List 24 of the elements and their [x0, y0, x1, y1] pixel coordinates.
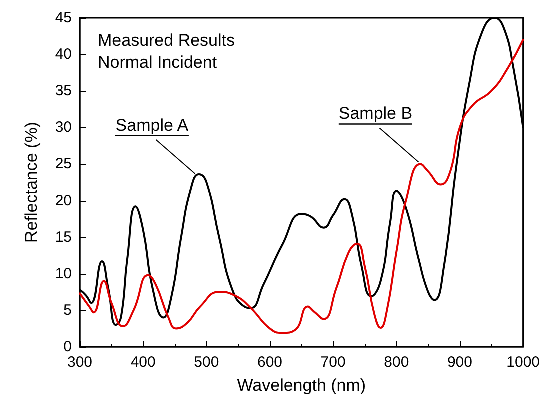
y-tick-label: 15 — [55, 228, 72, 246]
y-tick-label: 20 — [55, 192, 72, 210]
x-tick-label: 800 — [384, 354, 410, 371]
y-tick-label: 5 — [64, 302, 72, 319]
y-tick-label: 10 — [55, 265, 72, 282]
x-axis-title: Wavelength (nm) — [237, 376, 366, 395]
y-tick-label: 35 — [55, 82, 72, 100]
x-tick-label: 600 — [257, 354, 283, 371]
y-tick-label: 30 — [55, 119, 72, 136]
y-tick-label: 40 — [55, 46, 72, 64]
y-tick-label: 0 — [64, 338, 72, 356]
annotation: Sample B — [338, 104, 413, 124]
annotation: Measured Results — [98, 31, 236, 50]
annotation: Sample A — [116, 116, 190, 135]
annotation: Normal Incident — [98, 53, 218, 72]
y-axis-title: Reflectance (%) — [22, 122, 41, 243]
x-tick-label: 900 — [447, 354, 472, 371]
x-tick-label: 1000 — [506, 354, 540, 371]
y-tick-label: 25 — [55, 156, 72, 173]
x-tick-label: 300 — [67, 354, 93, 371]
x-tick-label: 700 — [320, 354, 346, 371]
x-tick-label: 400 — [130, 354, 156, 371]
y-tick-label: 45 — [55, 10, 72, 26]
x-tick-label: 500 — [194, 354, 220, 371]
